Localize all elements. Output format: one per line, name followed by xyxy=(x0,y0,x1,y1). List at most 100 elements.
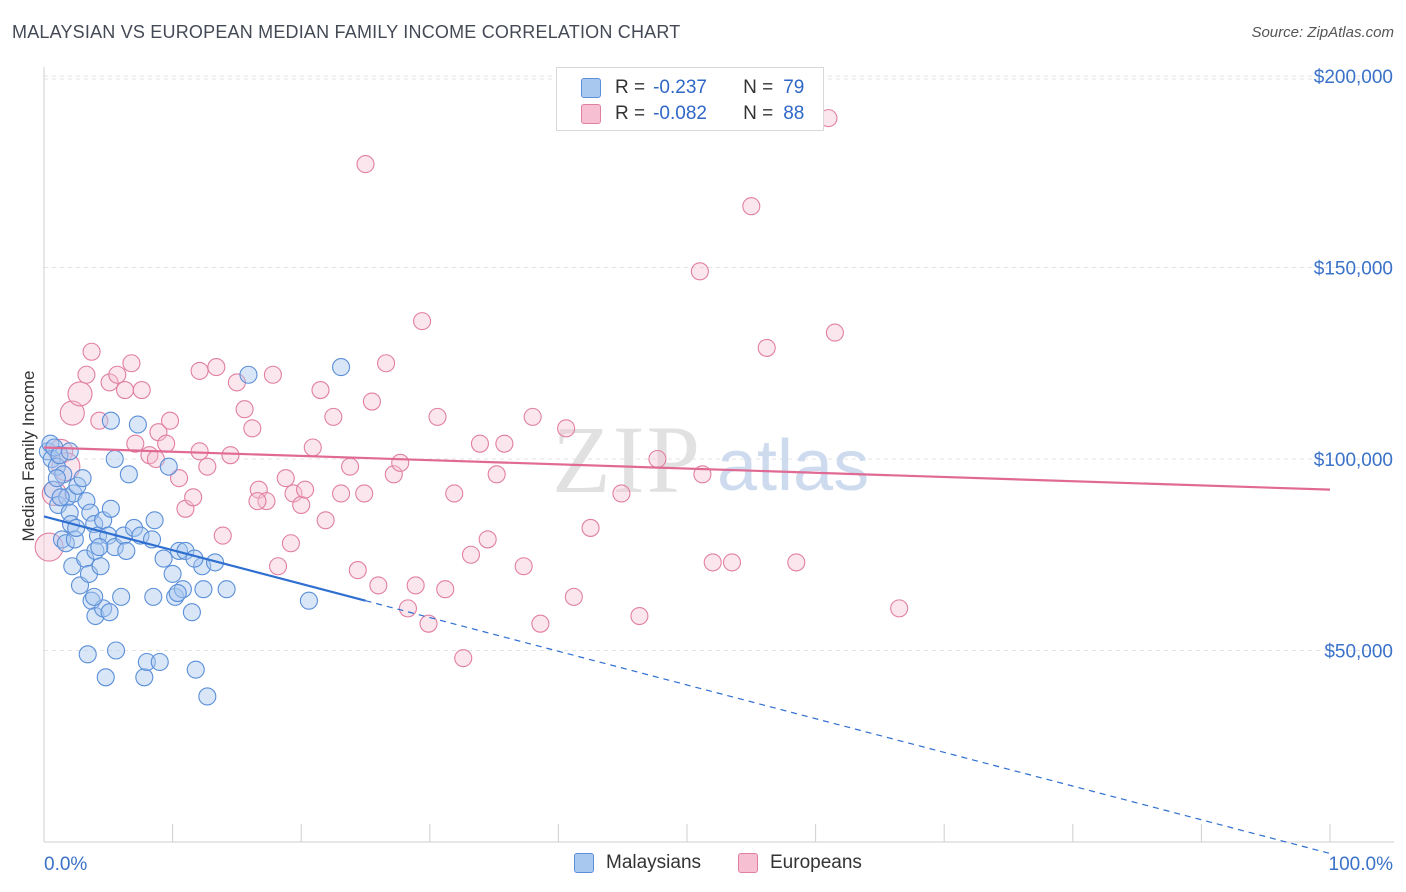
europeans-point xyxy=(825,323,844,342)
europeans-point xyxy=(478,530,497,549)
europeans-point xyxy=(890,599,909,618)
malaysians-points xyxy=(38,358,351,706)
malaysians-point xyxy=(90,538,109,557)
malaysians-point xyxy=(51,488,70,507)
malaysians-point xyxy=(67,518,86,537)
europeans-point xyxy=(296,480,315,499)
europeans-point xyxy=(612,484,631,503)
europeans-point xyxy=(115,381,135,400)
malaysians-point xyxy=(194,580,213,599)
europeans-point xyxy=(419,614,438,633)
n-label: N = xyxy=(743,77,774,98)
malaysians-point xyxy=(65,530,84,549)
europeans-point xyxy=(531,614,550,633)
r-label: R = xyxy=(615,103,646,124)
r-label: R = xyxy=(615,77,646,98)
malaysians-point xyxy=(86,606,105,626)
europeans-point xyxy=(690,262,709,281)
europeans-point xyxy=(413,312,432,331)
y-tick-label: $150,000 xyxy=(1314,259,1393,280)
europeans-point xyxy=(384,465,403,484)
europeans-swatch xyxy=(581,104,601,124)
malaysians-point xyxy=(159,457,178,476)
malaysians-point xyxy=(101,411,120,430)
europeans-trend-line xyxy=(43,446,1331,491)
malaysians-point xyxy=(117,541,136,560)
malaysians-point xyxy=(154,549,173,568)
malaysians-swatch xyxy=(581,78,601,98)
europeans-point xyxy=(356,155,375,174)
malaysians-point xyxy=(101,499,120,518)
europeans-point xyxy=(157,434,176,453)
legend-label-malaysians: Malaysians xyxy=(606,852,702,873)
n-value: 88 xyxy=(783,103,805,124)
europeans-point xyxy=(276,469,295,488)
malaysians-trend-extension xyxy=(365,600,1331,855)
y-tick-label: $100,000 xyxy=(1314,450,1393,471)
europeans-point xyxy=(303,438,322,457)
europeans-point xyxy=(369,576,388,595)
europeans-point xyxy=(461,545,481,564)
malaysians-point xyxy=(91,557,110,576)
europeans-swatch xyxy=(738,853,758,873)
malaysians-point xyxy=(168,583,187,603)
europeans-point xyxy=(198,457,217,476)
malaysians-point xyxy=(60,503,79,522)
malaysians-point xyxy=(186,660,205,679)
malaysians-point xyxy=(332,358,351,377)
source-label: Source: ZipAtlas.com xyxy=(1251,24,1394,41)
europeans-point xyxy=(348,561,367,580)
europeans-point xyxy=(126,434,145,453)
europeans-point xyxy=(398,599,417,618)
r-value: -0.082 xyxy=(653,103,707,124)
watermark-zip: ZIP xyxy=(552,406,702,513)
europeans-point xyxy=(787,553,806,572)
malaysians-point xyxy=(76,549,95,568)
europeans-point xyxy=(263,365,282,384)
europeans-point xyxy=(722,553,742,572)
europeans-point xyxy=(108,365,127,384)
europeans-point xyxy=(122,354,141,373)
y-tick-label: $200,000 xyxy=(1314,67,1393,88)
europeans-point xyxy=(428,407,447,426)
chart-title: MALAYSIAN VS EUROPEAN MEDIAN FAMILY INCO… xyxy=(12,22,681,42)
europeans-point xyxy=(269,557,288,576)
europeans-point xyxy=(757,338,776,357)
legend-item-malaysians[interactable]: Malaysians xyxy=(574,852,701,874)
malaysians-point xyxy=(73,469,92,488)
europeans-point xyxy=(184,488,203,507)
y-axis-label: Median Family Income xyxy=(19,370,38,541)
europeans-points xyxy=(34,109,909,668)
watermark: ZIP atlas xyxy=(552,406,869,513)
europeans-point xyxy=(564,587,583,606)
malaysians-point xyxy=(85,587,104,606)
europeans-point xyxy=(235,400,254,419)
malaysians-point xyxy=(217,580,236,599)
europeans-point xyxy=(557,419,576,438)
europeans-point xyxy=(406,576,425,595)
malaysians-point xyxy=(50,446,69,465)
malaysians-point xyxy=(137,652,156,672)
europeans-point xyxy=(487,465,506,484)
europeans-point xyxy=(332,484,351,503)
europeans-point xyxy=(523,407,542,426)
europeans-point xyxy=(243,419,262,438)
tick-labels: $50,000 $100,000 $150,000 $200,000 0.0% 100.0… xyxy=(44,67,1393,875)
watermark-atlas: atlas xyxy=(717,426,869,506)
malaysians-point xyxy=(119,465,138,484)
europeans-point xyxy=(703,553,722,572)
europeans-point xyxy=(630,606,649,626)
europeans-point xyxy=(514,557,533,576)
malaysians-point xyxy=(77,492,96,511)
europeans-point xyxy=(132,381,151,400)
malaysians-point xyxy=(106,641,126,660)
legend-row-europeans: R = -0.082 N = 88 xyxy=(581,102,804,126)
europeans-point xyxy=(391,453,410,472)
europeans-point xyxy=(160,411,180,430)
europeans-point xyxy=(436,580,455,599)
legend-row-malaysians: R = -0.237 N = 79 xyxy=(581,76,804,100)
legend-item-europeans[interactable]: Europeans xyxy=(738,852,862,874)
europeans-point xyxy=(355,484,374,503)
malaysians-point xyxy=(96,668,115,687)
